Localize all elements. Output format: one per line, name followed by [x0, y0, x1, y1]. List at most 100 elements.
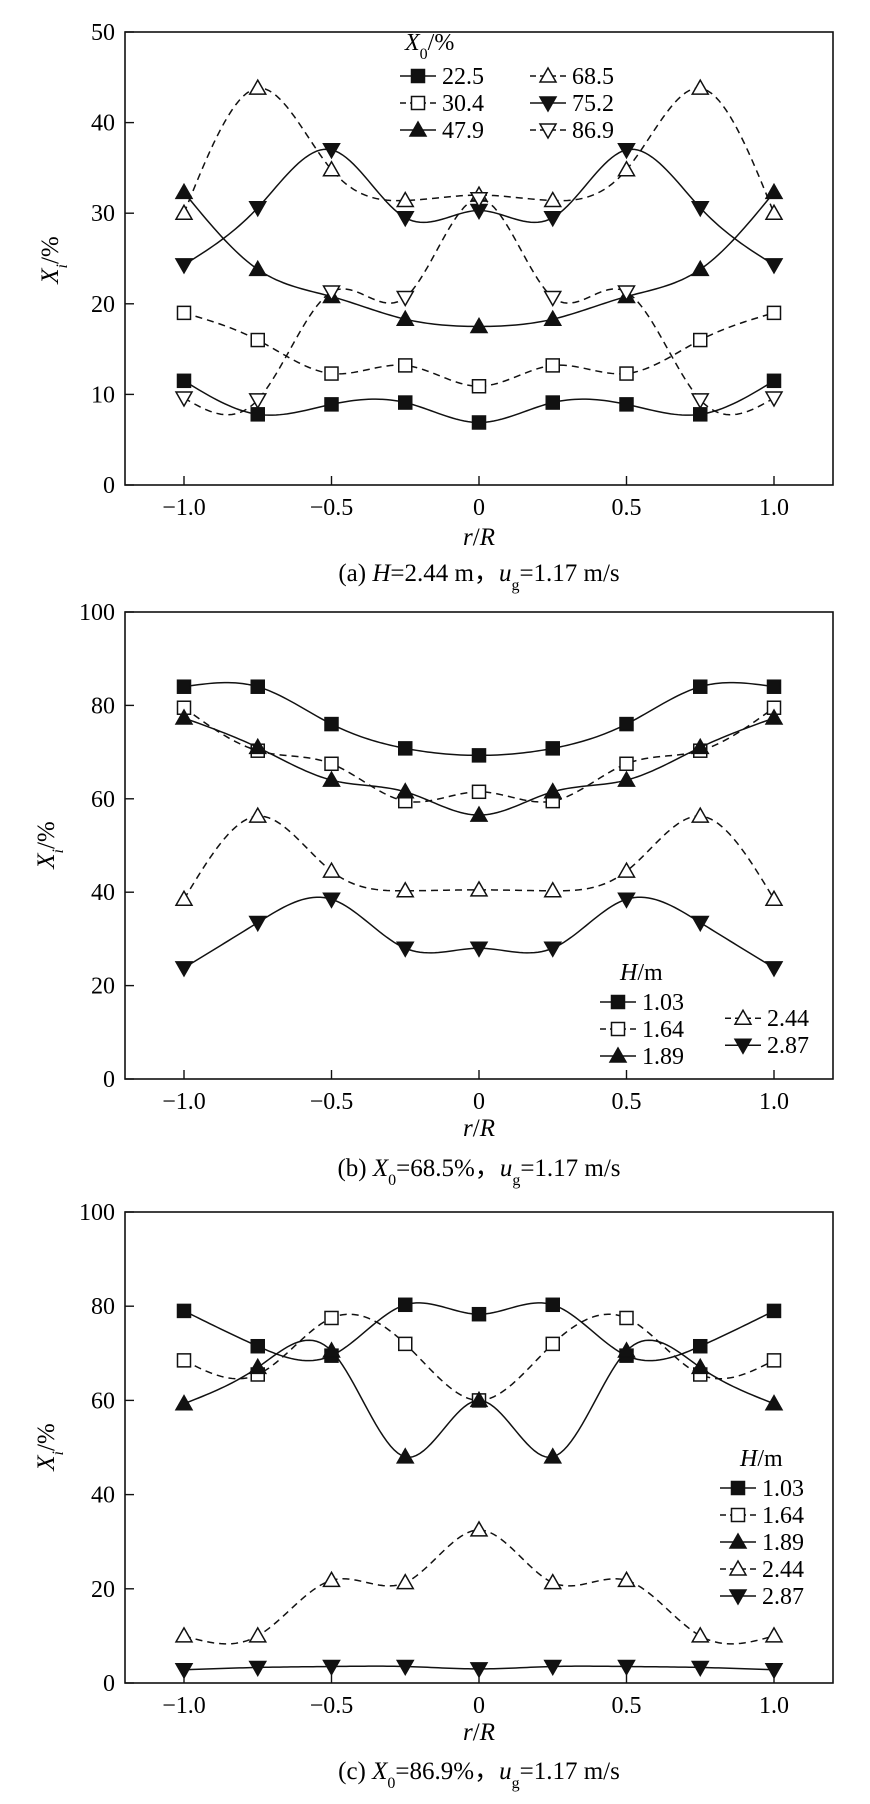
text-part: /m	[637, 960, 663, 986]
series-line	[183, 1529, 775, 1645]
text-part: =68.5%，	[396, 1155, 500, 1182]
y-tick-label: 30	[91, 201, 115, 227]
text-part: X	[37, 267, 64, 285]
data-point	[398, 741, 413, 756]
data-point	[617, 1341, 636, 1358]
text-part: =1.17 m/s	[520, 1155, 620, 1182]
y-tick-label: 10	[91, 382, 115, 408]
series-line	[183, 87, 775, 214]
data-point	[324, 366, 339, 381]
legend-marker	[538, 66, 558, 83]
legend-marker	[610, 1021, 626, 1037]
x-tick-label: 0.5	[612, 1089, 642, 1115]
y-tick-label: 0	[103, 473, 115, 499]
data-point	[545, 395, 560, 410]
data-point	[693, 332, 708, 348]
data-point	[471, 1306, 487, 1322]
data-point	[248, 201, 268, 218]
data-point	[176, 679, 192, 694]
legend-marker	[608, 1046, 628, 1063]
series-2.44	[174, 806, 784, 906]
legend-label: 86.9	[572, 118, 614, 144]
legend-entry: 2.44	[720, 1557, 804, 1583]
legend-marker	[410, 95, 426, 111]
data-point	[617, 160, 636, 177]
data-point	[764, 391, 784, 408]
data-point	[690, 201, 710, 218]
series-1.89	[174, 1339, 784, 1464]
y-tick-label: 60	[91, 1388, 115, 1414]
text-part: X	[371, 1758, 389, 1785]
x-tick-label: −0.5	[310, 1693, 354, 1719]
data-point	[766, 1303, 782, 1319]
data-point	[619, 397, 634, 412]
data-point	[174, 1394, 194, 1411]
data-point	[250, 407, 265, 422]
text-part: R	[479, 1719, 495, 1746]
data-point	[174, 1663, 194, 1680]
data-point	[248, 1626, 268, 1643]
y-tick-label: 100	[79, 600, 115, 626]
data-point	[617, 1659, 636, 1677]
data-point	[543, 309, 563, 326]
legend-label: 1.03	[642, 990, 684, 1016]
data-point	[766, 679, 782, 694]
subscript: 0	[388, 1172, 396, 1189]
legend-entry: 2.87	[725, 1033, 809, 1059]
data-point	[543, 1447, 563, 1464]
data-point	[690, 1626, 710, 1643]
legend-entry: 1.89	[720, 1530, 804, 1556]
data-point	[690, 259, 710, 277]
data-point	[174, 391, 194, 408]
legend-entry: 1.03	[600, 990, 684, 1016]
subscript: g	[512, 1172, 520, 1189]
y-tick-label: 60	[91, 787, 115, 813]
series-47.9	[174, 182, 784, 334]
series-30.4	[176, 305, 782, 394]
y-tick-label: 0	[103, 1067, 115, 1093]
data-point	[693, 679, 708, 694]
data-point	[545, 358, 560, 373]
legend-entry: 1.03	[720, 1476, 804, 1502]
data-point	[174, 708, 194, 725]
series-1.89	[174, 708, 784, 822]
text-part: X	[33, 1454, 60, 1472]
data-point	[322, 770, 341, 787]
panel-caption: (c) X0=86.9%，ug=1.17 m/s	[338, 1758, 620, 1792]
data-point	[395, 191, 415, 208]
legend-label: 2.87	[762, 1584, 804, 1610]
subscript: i	[54, 264, 71, 268]
data-point	[766, 1353, 782, 1368]
series-line	[183, 197, 775, 416]
text-part: H	[371, 560, 392, 587]
data-point	[322, 861, 341, 878]
y-tick-label: 100	[79, 1200, 115, 1226]
y-axis-title: Xi/%	[37, 236, 71, 285]
legend-title: H/m	[619, 960, 663, 986]
data-point	[248, 78, 268, 95]
text-part: =2.44 m，	[390, 560, 499, 587]
data-point	[174, 258, 194, 275]
x-tick-label: −1.0	[162, 1693, 206, 1719]
legend-marker	[728, 1559, 748, 1576]
data-point	[176, 1303, 192, 1319]
data-point	[395, 782, 415, 799]
text-part: R	[479, 1115, 495, 1142]
data-point	[176, 305, 192, 321]
legend-label: 2.87	[767, 1033, 809, 1059]
x-tick-label: 0.5	[612, 495, 642, 521]
text-part: /%	[37, 236, 64, 264]
data-point	[469, 191, 489, 209]
data-point	[469, 805, 489, 822]
text-part: u	[500, 1155, 513, 1182]
data-point	[248, 915, 268, 933]
legend-marker	[733, 1038, 753, 1055]
data-point	[543, 191, 563, 208]
legend-entry: 86.9	[530, 118, 614, 144]
series-1.03	[176, 1297, 782, 1363]
legend-entry: 1.64	[720, 1503, 804, 1529]
data-point	[764, 889, 784, 906]
data-point	[617, 861, 636, 878]
data-point	[250, 332, 265, 348]
